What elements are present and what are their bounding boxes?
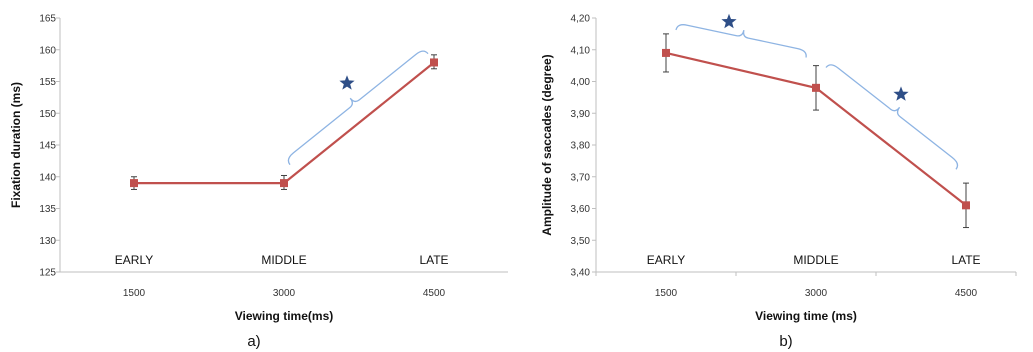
y-tick-label: 3,90 [571,109,591,120]
x-axis-title: Viewing time (ms) [755,309,857,323]
data-point [280,179,288,188]
panel-label: a) [247,333,260,350]
x-tick-label: 3000 [273,288,296,299]
phase-label: MIDDLE [261,253,306,267]
significance-bracket [287,50,429,166]
y-tick-label: 3,50 [571,236,591,247]
phase-label: LATE [419,253,448,267]
data-point [962,201,970,210]
x-tick-label: 3000 [805,288,828,299]
significance-star-icon [721,13,737,29]
y-tick-label: 4,00 [571,77,591,88]
panel-label: b) [779,333,792,350]
significance-star-icon [339,75,355,90]
y-tick-label: 165 [39,14,56,25]
y-tick-label: 135 [39,204,56,215]
y-tick-label: 140 [39,172,56,183]
y-tick-label: 3,60 [571,204,591,215]
series-line [134,61,435,185]
x-tick-label: 1500 [123,288,146,299]
significance-bracket [825,64,959,170]
y-tick-label: 4,10 [571,45,591,56]
data-point [430,58,438,67]
x-tick-label: 1500 [655,288,678,299]
y-tick-label: 3,70 [571,172,591,183]
phase-label: LATE [951,253,980,267]
y-axis-title: Fixation duration (ms) [9,82,23,208]
phase-label: MIDDLE [793,253,838,267]
y-tick-label: 145 [39,141,56,152]
data-point [662,48,670,57]
x-tick-label: 4500 [955,288,978,299]
significance-bracket [675,24,807,58]
y-tick-label: 155 [39,77,56,88]
significance-star-icon [893,86,909,101]
y-tick-label: 130 [39,236,56,247]
y-tick-label: 4,20 [571,14,591,25]
y-tick-label: 150 [39,109,56,120]
x-tick-label: 4500 [423,288,446,299]
y-axis-title: Amplitude of saccades (degree) [540,54,554,235]
data-point [130,179,138,188]
y-tick-label: 3,80 [571,141,591,152]
data-point [812,83,820,92]
phase-label: EARLY [647,253,685,267]
y-tick-label: 160 [39,45,56,56]
phase-label: EARLY [115,253,153,267]
y-tick-label: 3,40 [571,268,591,279]
x-axis-title: Viewing time(ms) [235,309,333,323]
y-tick-label: 125 [39,268,56,279]
